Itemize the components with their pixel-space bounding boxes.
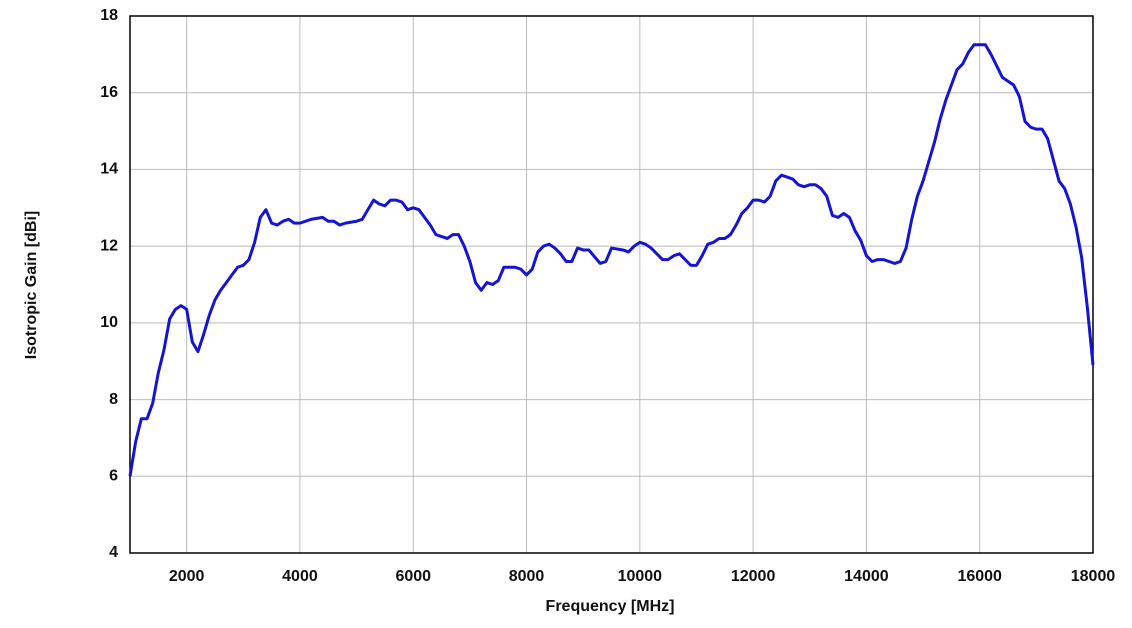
x-tick-label: 12000 [731, 568, 776, 585]
y-tick-label: 4 [109, 544, 118, 561]
y-tick-label: 16 [100, 84, 118, 101]
x-tick-label: 18000 [1071, 568, 1116, 585]
plot-frame [129, 15, 1094, 554]
x-tick-label: 14000 [844, 568, 889, 585]
y-tick-label: 14 [100, 161, 118, 178]
x-tick-label: 2000 [169, 568, 205, 585]
x-tick-label: 16000 [957, 568, 1002, 585]
y-tick-label: 10 [100, 314, 118, 331]
y-tick-label: 18 [100, 7, 118, 24]
y-tick-label: 8 [109, 391, 118, 408]
y-tick-label: 12 [100, 237, 118, 254]
x-tick-label: 10000 [618, 568, 663, 585]
y-tick-label: 6 [109, 468, 118, 485]
x-tick-label: 6000 [395, 568, 431, 585]
x-tick-label: 4000 [282, 568, 318, 585]
x-tick-label: 8000 [509, 568, 545, 585]
y-axis-label: Isotropic Gain [dBi] [23, 211, 40, 359]
x-axis-label: Frequency [MHz] [546, 598, 675, 615]
data-line [128, 43, 1095, 477]
